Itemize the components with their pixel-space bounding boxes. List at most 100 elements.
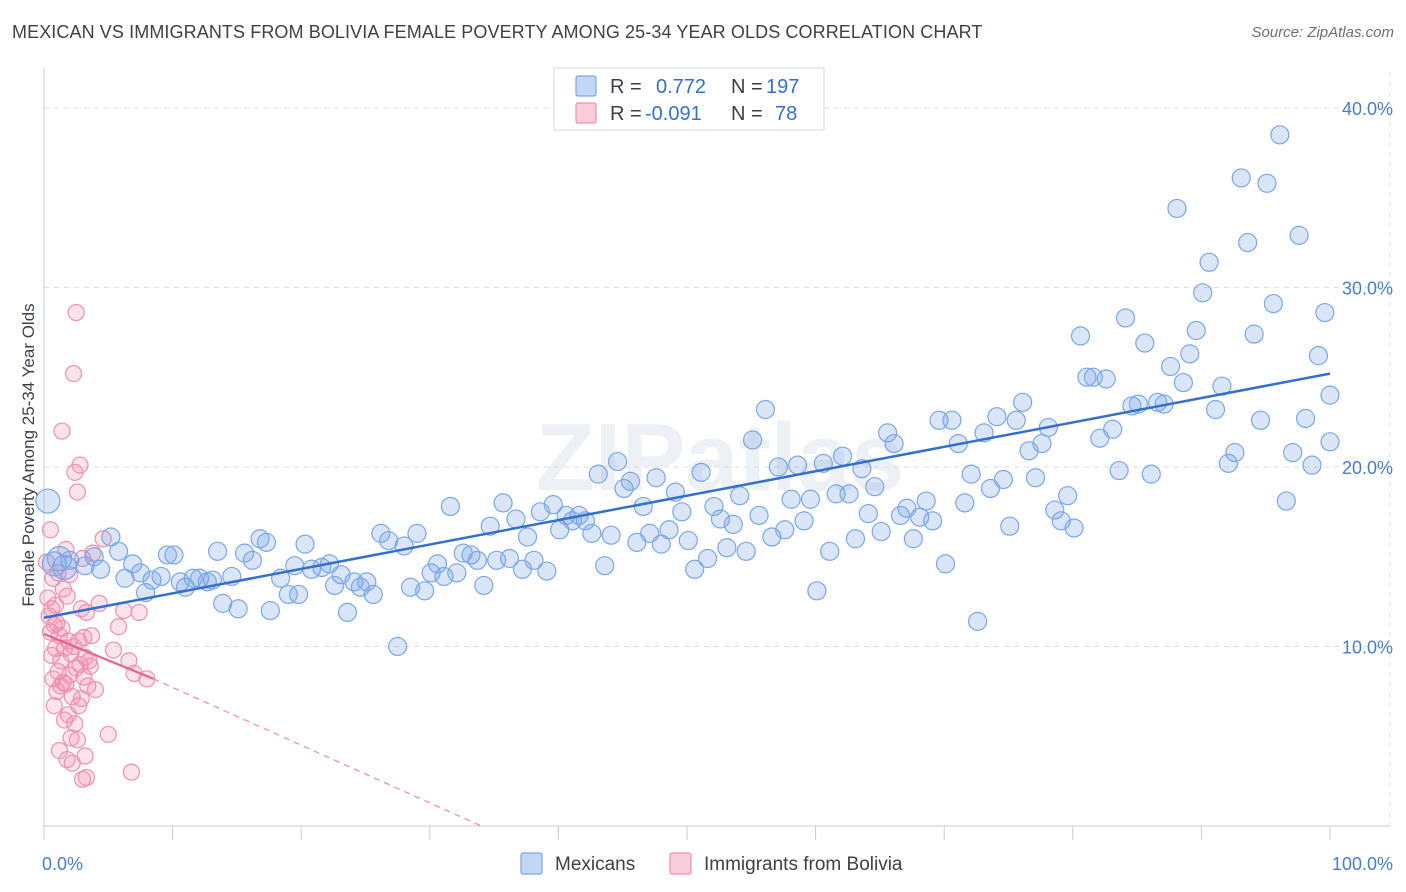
mexicans-point — [440, 496, 460, 517]
mexicans-point — [415, 581, 435, 601]
mexicans-point — [1032, 434, 1052, 454]
mexicans-point — [1173, 372, 1193, 393]
mexicans-point — [582, 523, 602, 543]
mexicans-point — [1238, 232, 1258, 253]
mexicans-point — [506, 509, 526, 529]
mexicans-point — [794, 511, 814, 531]
x-tick-label-0: 0.0% — [42, 854, 83, 874]
mexicans-trendline — [43, 372, 1331, 619]
mexicans-point — [1115, 308, 1136, 328]
mexicans-point — [1283, 442, 1303, 463]
mexicans-point — [1244, 324, 1264, 344]
mexicans-point — [1045, 500, 1065, 520]
bolivia-point — [41, 521, 60, 539]
mexicans-point — [213, 593, 233, 613]
mexicans-point — [923, 511, 943, 531]
mexicans-point — [955, 493, 975, 513]
mexicans-point — [1308, 346, 1329, 366]
bolivia-point — [66, 715, 84, 733]
legend-n-label-2: N = — [731, 103, 763, 125]
mexicans-point — [697, 548, 718, 569]
mexicans-point — [250, 529, 270, 549]
bolivia-point — [77, 768, 96, 787]
mexicans-point — [256, 532, 277, 552]
mexicans-point — [1186, 320, 1206, 341]
mexicans-point — [1218, 453, 1239, 473]
mexicans-point — [60, 550, 80, 570]
mexicans-point — [1070, 326, 1091, 346]
legend-swatch-bolivia — [575, 102, 597, 124]
tick-labels: 10.0% 20.0% 30.0% 40.0% 0.0% 100.0% — [42, 99, 1393, 874]
bolivia-point — [54, 673, 72, 691]
mexicans-point — [968, 611, 988, 631]
mexicans-point — [833, 446, 853, 466]
bottom-legend-swatch-mexicans — [520, 852, 543, 875]
mexicans-point — [1180, 344, 1200, 364]
mexicans-point — [337, 602, 358, 622]
mexicans-point — [736, 541, 756, 561]
mexicans-point — [685, 559, 705, 579]
source-label: Source: ZipAtlas.com — [1251, 24, 1394, 41]
mexicans-point — [717, 538, 737, 558]
mexicans-point — [228, 599, 248, 619]
mexicans-point — [749, 505, 769, 526]
mexicans-point — [84, 547, 104, 567]
legend-r-value-1: 0.772 — [656, 76, 706, 98]
mexicans-point — [157, 545, 178, 565]
mexicans-point — [388, 636, 408, 657]
mexicans-point — [1205, 399, 1226, 420]
bolivia-point — [67, 303, 85, 322]
bolivia-point — [104, 641, 123, 659]
mexicans-point — [1250, 410, 1271, 430]
mexicans-point — [447, 563, 467, 583]
mexicans-point — [1270, 125, 1290, 145]
mexicans-point — [633, 496, 653, 517]
mexicans-point — [278, 584, 298, 605]
mexicans-point — [659, 520, 679, 540]
bolivia-point — [81, 657, 99, 675]
mexicans-point — [371, 523, 391, 543]
mexicans-point — [151, 566, 171, 587]
mexicans-point — [235, 543, 255, 563]
mexicans-point — [1231, 168, 1251, 188]
bottom-legend-label-bolivia: Immigrants from Bolivia — [704, 854, 903, 875]
bolivia-point — [115, 601, 133, 620]
y-tick-label-2: 30.0% — [1342, 278, 1393, 298]
mexicans-point — [755, 399, 776, 420]
mexicans-point — [480, 516, 500, 536]
grid-layer — [44, 72, 1391, 826]
mexicans-point — [890, 505, 911, 526]
mexicans-point — [467, 550, 487, 570]
mexicans-point — [1320, 385, 1340, 405]
mexicans-point — [935, 554, 956, 574]
axis-layer — [43, 68, 1390, 840]
mexicans-point — [845, 529, 866, 549]
mexicans-point — [407, 523, 427, 543]
mexicans-point — [871, 521, 891, 542]
mexicans-point — [517, 527, 538, 547]
mexicans-point — [691, 462, 711, 482]
mexicans-point — [1302, 455, 1322, 475]
mexicans-point — [800, 489, 821, 509]
bolivia-point — [82, 627, 101, 645]
mexicans-point — [1289, 225, 1309, 245]
mexicans-point — [1006, 410, 1026, 430]
mexicans-point — [164, 545, 184, 565]
y-axis-label: Female Poverty Among 25-34 Year Olds — [19, 303, 38, 606]
mexicans-point — [730, 486, 750, 506]
series-legend: Mexicans Immigrants from Bolivia — [520, 852, 903, 875]
mexicans-point — [493, 493, 513, 513]
y-tick-label-3: 40.0% — [1342, 99, 1393, 119]
mexicans-point — [775, 520, 795, 540]
mexicans-point — [1096, 369, 1116, 389]
mexicans-point — [620, 471, 641, 491]
bolivia-point — [46, 596, 65, 614]
mexicans-point — [614, 478, 634, 499]
bolivia-point — [94, 530, 112, 548]
mexicans-point — [768, 457, 788, 477]
bolivia-point — [76, 747, 94, 765]
legend-n-label-1: N = — [731, 76, 763, 98]
mexicans-point — [379, 530, 399, 551]
mexicans-point — [672, 502, 692, 522]
mexicans-point — [1025, 468, 1046, 488]
